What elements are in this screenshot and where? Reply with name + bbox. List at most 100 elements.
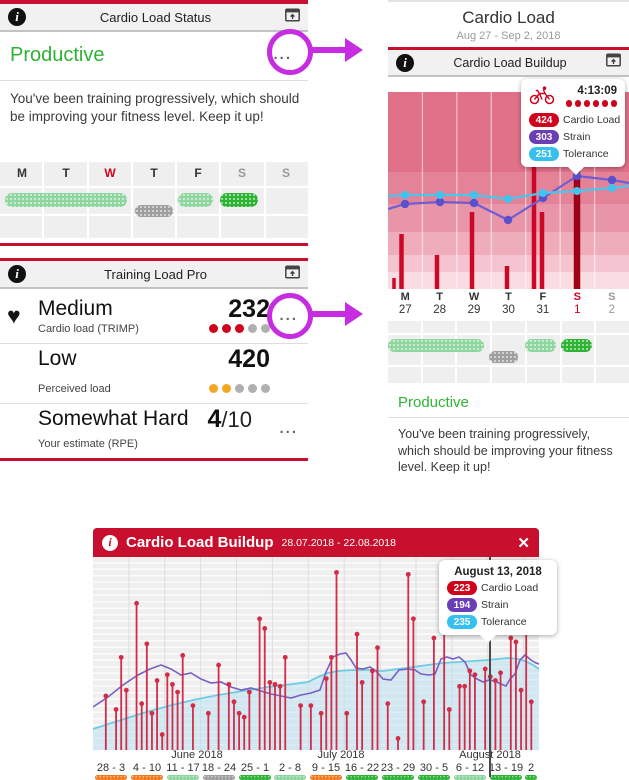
popout-icon[interactable] [285,264,300,284]
week-range-label[interactable]: 2 [527,762,535,774]
week-range-label[interactable]: 23 - 29 [380,762,416,774]
day-number: 1 [574,303,581,316]
close-icon[interactable]: ✕ [517,534,530,552]
week-day-label: S [281,166,290,180]
day-axis-item: M 27 [388,291,422,317]
cardio-load-buildup-popup: i Cardio Load Buildup 28.07.2018 - 22.08… [92,528,557,780]
day-number: 2 [608,303,615,316]
load-value-suffix: /10 [221,407,252,432]
week-grid-cell [562,321,597,383]
day-letter: M [400,291,410,303]
page-title: Cardio Load [462,8,555,27]
week-grid-cell [423,321,458,383]
week-status-dashes [93,775,539,780]
panel-bottom-accent [0,243,308,246]
load-metric-label: Cardio load (TRIMP) [38,323,139,335]
status-description: You've been training progressively, whic… [10,91,300,124]
panel-bottom-accent [0,458,308,461]
tlp-row-low: Low Perceived load 420 [0,344,308,402]
metric-label: Tolerance [481,616,527,628]
tooltip-metric-row: 251 Tolerance [529,147,617,161]
week-grid-cell [388,321,423,383]
day-number: 30 [502,303,515,316]
day-letter: W [468,291,480,303]
info-icon[interactable]: i [396,53,414,72]
week-grid-cell [221,162,266,238]
week-range-label[interactable]: 13 - 19 [488,762,524,774]
session-pill [561,339,592,352]
popout-icon[interactable] [606,53,621,72]
day-number: 27 [398,303,412,316]
week-range-label[interactable]: 25 - 1 [240,762,270,774]
week-range-label[interactable]: 30 - 5 [419,762,449,774]
metric-label: Strain [563,131,591,143]
week-status-dash [203,775,235,780]
scale-dot [209,384,218,393]
scale-dot [222,384,231,393]
heart-icon: ♥ [7,302,21,329]
buildup-subheader-title: Cardio Load Buildup [453,55,567,70]
info-icon[interactable]: i [8,8,26,26]
load-value: 4/10 [207,405,253,433]
status-label: Productive [10,44,105,66]
week-range-label[interactable]: 16 - 22 [344,762,380,774]
week-range-label[interactable]: 28 - 3 [96,762,126,774]
session-pill [135,205,173,217]
info-icon[interactable]: i [8,265,26,283]
week-status-dash [131,775,163,780]
popup-header: i Cardio Load Buildup 28.07.2018 - 22.08… [93,528,539,557]
week-grid-cell [457,321,493,383]
week-range-label[interactable]: 2 - 8 [278,762,302,774]
week-grid-cell [492,321,527,383]
status-description: You've been training progressively, whic… [398,427,613,474]
metric-pill: 303 [529,130,559,144]
buildup-chart-svg [92,557,540,750]
annotation-arrow-shaft [311,311,347,317]
week-range-label[interactable]: 4 - 10 [132,762,162,774]
load-value: 420 [228,345,270,373]
load-level-label: Somewhat Hard [38,407,189,430]
activity-dot [610,100,617,107]
session-pill [388,339,484,352]
metric-label: Strain [481,599,509,611]
week-range-label[interactable]: 18 - 24 [201,762,237,774]
week-status-dash [310,775,342,780]
tooltip-pointer [479,634,497,643]
week-status-dash [454,775,486,780]
panel-top-accent [0,0,308,4]
metric-label: Cardio Load [563,114,621,126]
info-icon[interactable]: i [102,534,118,551]
load-bullet-scale [209,324,270,333]
grid-line [388,365,629,367]
row-menu-button[interactable]: ... [279,419,298,437]
cardio-load-detail-panel: Cardio Load Aug 27 - Sep 2, 2018 i Cardi… [388,0,629,480]
tooltip-metric-row: 194 Strain [447,598,549,612]
week-day-label: W [104,166,116,180]
cycling-icon [529,85,555,110]
tooltip-metric-rows: 223 Cardio Load 194 Strain 235 Tolerance [447,581,549,629]
metric-pill: 194 [447,598,477,612]
week-range-label[interactable]: 6 - 12 [455,762,485,774]
training-load-pro-panel: i Training Load Pro ♥ Medium Cardio load (… [0,258,308,462]
week-range-label[interactable]: 9 - 15 [311,762,341,774]
week-grid-cell [527,321,562,383]
week-status-dash [525,775,537,780]
day-axis-item: T 28 [422,291,456,317]
week-range-label[interactable]: 11 - 17 [166,762,200,774]
scale-dot [209,324,218,333]
popout-icon[interactable] [285,7,300,27]
scale-dot [261,324,270,333]
week-grid-cell [89,162,133,238]
week-day-label: T [62,166,70,180]
load-metric-label: Your estimate (RPE) [38,438,138,450]
day-number: 31 [536,303,550,316]
day-letter: S [608,291,616,303]
tooltip-metric-row: 223 Cardio Load [447,581,549,595]
buildup-subheader: i Cardio Load Buildup [388,50,629,77]
week-status-dash [346,775,378,780]
annotation-arrow-head [345,38,363,62]
scale-dot [235,324,244,333]
